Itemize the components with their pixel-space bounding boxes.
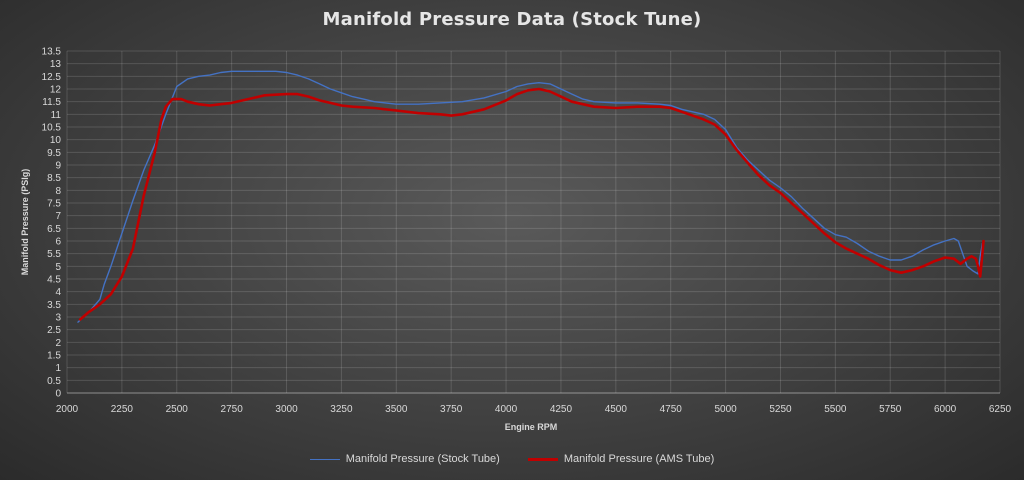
y-tick-label: 13.5	[42, 47, 62, 58]
y-tick-label: 3	[55, 313, 61, 324]
x-tick-label: 3000	[275, 404, 298, 415]
legend-item-stock-tube: Manifold Pressure (Stock Tube)	[309, 453, 500, 465]
y-tick-label: 4.5	[47, 275, 61, 286]
y-tick-label: 5.5	[47, 249, 61, 260]
y-tick-label: 11	[51, 110, 62, 121]
series-lines	[77, 70, 985, 323]
y-tick-label: 12	[50, 85, 62, 96]
y-tick-label: 6	[55, 237, 61, 248]
series-line-ams-tube	[78, 87, 985, 321]
x-tick-label: 3500	[385, 404, 408, 415]
y-axis-ticks: 0 0.5 11.5 2 2.53 3.5 44.5 5 5.56 6.5 77.5 8 8.59 9.5…	[42, 47, 62, 400]
x-axis-title: Engine RPM	[505, 422, 558, 432]
y-tick-label: 2.5	[47, 325, 61, 336]
x-tick-label: 6000	[934, 404, 957, 415]
x-tick-label: 2750	[221, 404, 244, 415]
y-tick-label: 13	[50, 59, 62, 70]
y-tick-label: 7	[55, 211, 61, 222]
y-tick-label: 7.5	[47, 199, 61, 210]
x-tick-label: 3750	[440, 404, 463, 415]
x-tick-label: 4000	[495, 404, 518, 415]
y-tick-label: 2	[55, 338, 61, 349]
legend-label-ams-tube: Manifold Pressure (AMS Tube)	[563, 453, 715, 465]
x-tick-label: 5500	[824, 404, 847, 415]
x-tick-label: 5750	[879, 404, 902, 415]
y-axis-title: Manifold Pressure (PSIg)	[20, 169, 30, 276]
legend-label-stock-tube: Manifold Pressure (Stock Tube)	[345, 453, 500, 465]
y-tick-label: 10	[50, 135, 62, 146]
y-tick-label: 6.5	[47, 224, 61, 235]
x-tick-label: 3250	[330, 404, 353, 415]
x-tick-label: 6250	[989, 404, 1012, 415]
x-tick-label: 4250	[550, 404, 573, 415]
y-tick-label: 8.5	[47, 173, 61, 184]
legend-item-ams-tube: Manifold Pressure (AMS Tube)	[527, 453, 715, 465]
y-tick-label: 10.5	[42, 123, 62, 134]
x-tick-label: 2000	[56, 404, 79, 415]
y-tick-label: 5	[55, 262, 61, 273]
x-tick-label: 5000	[714, 404, 737, 415]
x-tick-label: 2250	[111, 404, 134, 415]
legend-swatch-stock-tube	[309, 458, 340, 460]
legend: Manifold Pressure (Stock Tube) Manifold …	[0, 453, 1024, 465]
grid-lines	[66, 50, 1001, 394]
y-tick-label: 12.5	[42, 72, 62, 83]
y-tick-label: 8	[55, 186, 61, 197]
y-tick-label: 1.5	[47, 351, 61, 362]
x-tick-label: 5250	[769, 404, 792, 415]
x-tick-label: 2500	[166, 404, 189, 415]
y-tick-label: 9.5	[47, 148, 61, 159]
x-tick-label: 4500	[605, 404, 628, 415]
chart-title: Manifold Pressure Data (Stock Tune)	[322, 9, 702, 30]
y-tick-label: 4	[55, 287, 61, 298]
y-tick-label: 0	[55, 389, 61, 400]
y-tick-label: 1	[55, 363, 61, 374]
y-tick-label: 11.5	[42, 97, 61, 108]
series-line-stock-tube	[77, 70, 984, 323]
x-axis-ticks: 2000 2250 2500 2750 3000 3250 3500 3750 4000 4250…	[56, 404, 1012, 415]
legend-swatch-ams-tube	[527, 457, 558, 461]
x-tick-label: 4750	[660, 404, 683, 415]
y-tick-label: 9	[55, 161, 61, 172]
y-tick-label: 3.5	[47, 300, 61, 311]
y-tick-label: 0.5	[47, 376, 61, 387]
